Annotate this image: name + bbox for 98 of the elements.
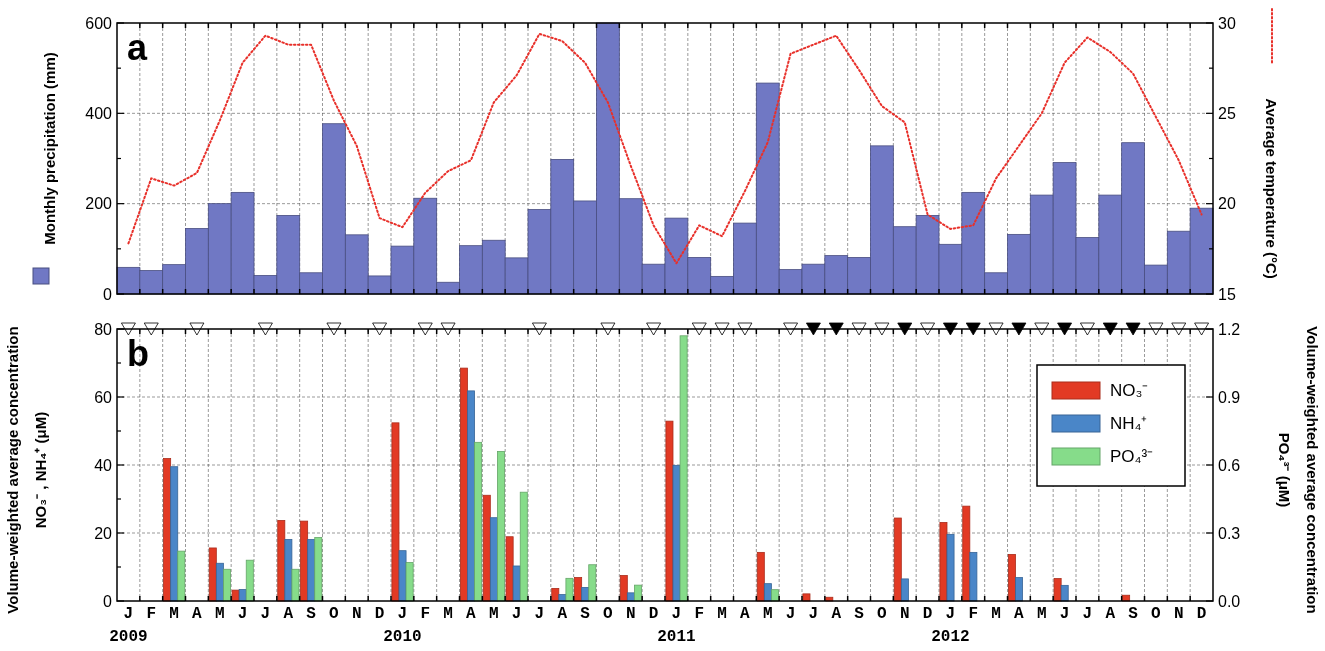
y2-tick-label: 25 [1218, 104, 1236, 122]
x-tick-label: A [1014, 605, 1025, 623]
y2-tick-label: 20 [1218, 195, 1236, 213]
y2-tick-label: 15 [1218, 285, 1236, 303]
x-tick-label: S [854, 605, 865, 623]
x-tick-label: M [1036, 605, 1047, 623]
x-tick-label: J 2010 [383, 605, 422, 646]
bar [946, 533, 955, 602]
line-series [127, 32, 1203, 265]
x-tick-label: J 2012 [931, 605, 970, 646]
y-axis-title: Volume-weighted average concentration NO₃⁻ , NH₄⁺ (μM) [4, 326, 49, 614]
bar [665, 420, 674, 602]
bar [1015, 577, 1023, 602]
x-tick-label: A [283, 605, 294, 623]
y2-tick-label: 0.9 [1218, 388, 1241, 406]
bar [1060, 584, 1069, 602]
x-tick-label: M [991, 605, 1001, 623]
x-tick-label: D [922, 605, 933, 623]
x-tick-label: A [1105, 605, 1116, 623]
bar [300, 520, 309, 602]
bar [969, 551, 978, 602]
x-tick-label: O [877, 605, 888, 623]
x-tick-label: F [694, 605, 705, 623]
x-tick-label: M [717, 605, 727, 623]
x-tick-label: S [306, 605, 317, 623]
bar [1053, 578, 1062, 602]
chart-title: a [127, 27, 148, 68]
y-axis-title: Monthly precipitation (mm) [41, 52, 58, 245]
x-tick-label: M [762, 605, 773, 623]
x-tick-label: J [1082, 605, 1093, 623]
y2-axis-title: Volume-weighted average concentration PO₄³⁻ (μM) [1276, 326, 1321, 614]
y-tick-label: 20 [94, 524, 113, 542]
bar [756, 551, 765, 602]
x-tick-label: J [1059, 605, 1070, 623]
y2-tick-label: 0.6 [1218, 456, 1241, 474]
y-tick-label: 200 [85, 195, 113, 213]
bar [245, 559, 254, 602]
x-tick-label: A [740, 605, 751, 623]
x-tick-label: J [808, 605, 819, 623]
x-tick-label: A [831, 605, 842, 623]
bar [900, 578, 909, 602]
y-tick-label: 600 [85, 14, 113, 32]
y2-tick-label: 1.2 [1218, 320, 1241, 338]
y-tick-label: 400 [85, 104, 113, 122]
x-tick-label: D [648, 605, 659, 623]
bar [588, 564, 597, 602]
x-tick-label: J [237, 605, 248, 623]
bar [519, 491, 528, 602]
x-tick-label: M [169, 605, 179, 623]
y2-axis-title: Average temperature (°C) [1263, 98, 1280, 279]
x-tick-label: O [603, 605, 614, 623]
x-tick-label: D [374, 605, 385, 623]
y-tick-label: 0 [103, 592, 113, 610]
y-tick-label: 80 [94, 320, 113, 338]
bar [893, 517, 902, 602]
bar [962, 505, 971, 602]
x-tick-label: A [192, 605, 203, 623]
x-tick-label: F [968, 605, 979, 623]
legend-label: PO₄³⁻ [1110, 447, 1154, 466]
y-tick-label: 40 [94, 456, 113, 474]
chart-title: b [127, 333, 149, 374]
x-tick-label: S [580, 605, 591, 623]
x-tick-label: O [1151, 605, 1162, 623]
x-tick-label: J [534, 605, 545, 623]
y2-tick-label: 0.0 [1218, 592, 1241, 610]
x-tick-label: A [557, 605, 568, 623]
bar [619, 575, 628, 602]
bar [208, 547, 217, 602]
y-tick-label: 60 [94, 388, 113, 406]
x-tick-label: M [443, 605, 453, 623]
x-tick-label: N [351, 605, 362, 623]
x-tick-label: J [260, 605, 271, 623]
bar [277, 520, 286, 602]
x-tick-label: S [1128, 605, 1139, 623]
x-tick-label: F [146, 605, 157, 623]
bar [1008, 554, 1016, 602]
x-tick-label: D [1196, 605, 1207, 623]
x-tick-label: F [420, 605, 431, 623]
x-tick-label: N [899, 605, 910, 623]
x-tick-label: O [329, 605, 340, 623]
bar [170, 466, 179, 602]
legend-label: NO₃⁻ [1110, 381, 1149, 400]
x-tick-label: N [625, 605, 636, 623]
legend-label: NH₄⁺ [1110, 414, 1148, 433]
x-tick-label: J [511, 605, 522, 623]
x-tick-label: J [785, 605, 796, 623]
x-tick-label: N [1173, 605, 1184, 623]
x-tick-label: M [488, 605, 499, 623]
x-tick-label: J 2011 [657, 605, 696, 646]
y2-tick-label: 30 [1218, 14, 1236, 32]
x-tick-label: M [214, 605, 225, 623]
bar [939, 522, 948, 602]
bar [391, 422, 400, 602]
y-tick-label: 0 [103, 285, 113, 303]
y2-tick-label: 0.3 [1218, 524, 1241, 542]
bar [460, 367, 468, 602]
bar [802, 593, 811, 602]
x-tick-label: A [466, 605, 477, 623]
